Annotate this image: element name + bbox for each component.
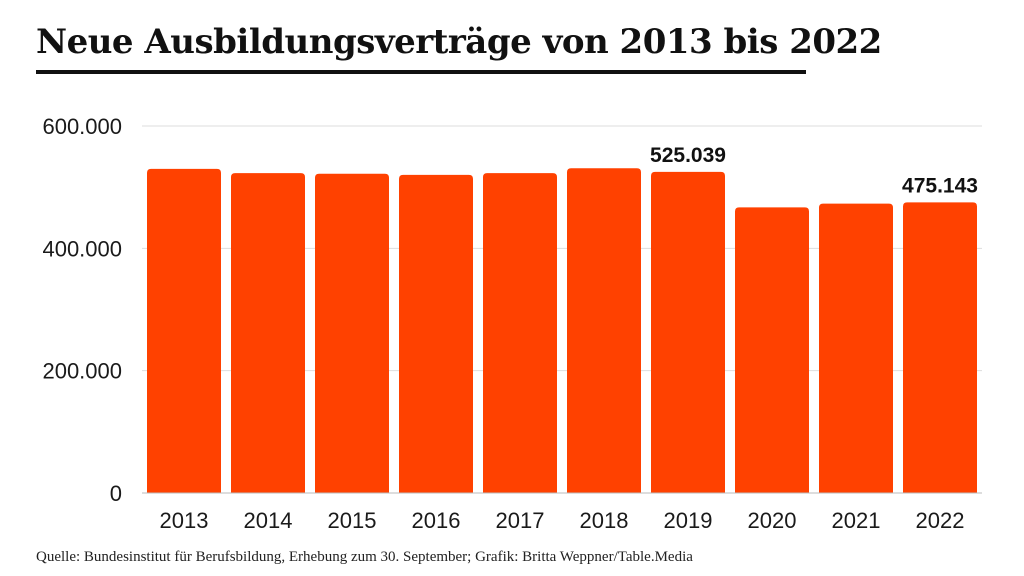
chart-title: Neue Ausbildungsverträge von 2013 bis 20… [36, 22, 882, 62]
bar-2022 [903, 202, 977, 494]
x-tick-label: 2017 [496, 508, 545, 533]
data-label-2019: 525.039 [650, 144, 726, 167]
y-tick-label: 200.000 [42, 359, 122, 384]
bar-2019 [651, 171, 725, 494]
bar-2017 [483, 173, 557, 493]
title-underline [36, 70, 806, 74]
bar-2018 [567, 168, 641, 493]
x-tick-label: 2021 [832, 508, 881, 533]
x-tick-label: 2020 [748, 508, 797, 533]
data-label-2022: 475.143 [902, 174, 978, 197]
bar-2016 [399, 174, 473, 493]
bar-2021 [819, 203, 893, 493]
bar-2013 [147, 168, 221, 494]
y-tick-label: 600.000 [42, 114, 122, 139]
bar-2015 [315, 173, 389, 493]
x-tick-label: 2018 [580, 508, 629, 533]
bar-2014 [231, 173, 305, 493]
x-tick-label: 2022 [916, 508, 965, 533]
x-tick-label: 2016 [412, 508, 461, 533]
source-note: Quelle: Bundesinstitut für Berufsbildung… [36, 549, 693, 565]
bar-2020 [735, 207, 809, 493]
x-tick-label: 2013 [160, 508, 209, 533]
y-tick-label: 400.000 [42, 236, 122, 261]
x-tick-label: 2019 [664, 508, 713, 533]
y-tick-label: 0 [110, 481, 122, 506]
x-tick-label: 2014 [244, 508, 293, 533]
x-tick-label: 2015 [328, 508, 377, 533]
